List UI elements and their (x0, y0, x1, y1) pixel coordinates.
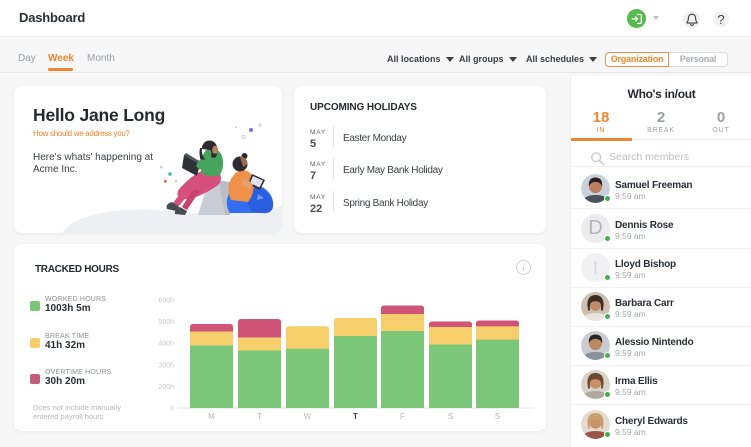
svg-text:S: S (448, 412, 453, 421)
svg-text:F: F (400, 412, 405, 421)
svg-text:S: S (495, 412, 500, 421)
svg-text:0: 0 (170, 406, 174, 413)
svg-text:600h: 600h (158, 298, 174, 305)
svg-text:M: M (208, 412, 215, 421)
svg-text:500h: 500h (158, 319, 174, 326)
svg-text:T: T (353, 412, 358, 421)
svg-text:400h: 400h (158, 341, 174, 348)
svg-text:T: T (257, 412, 262, 421)
svg-text:300h: 300h (158, 362, 174, 369)
svg-text:W: W (304, 412, 312, 421)
svg-text:200h: 200h (158, 384, 174, 391)
